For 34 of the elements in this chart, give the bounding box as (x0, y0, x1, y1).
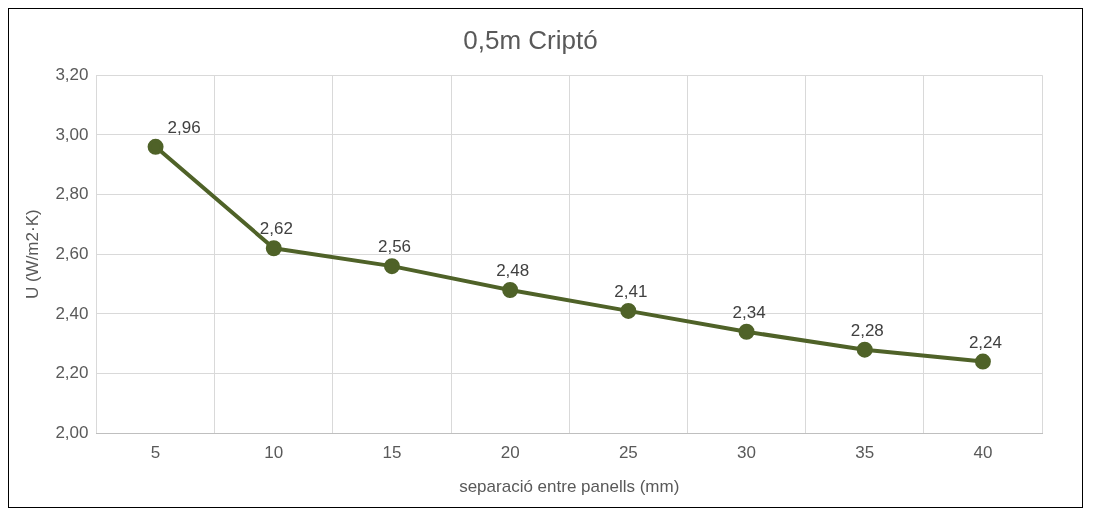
point (502, 282, 519, 298)
point (974, 353, 991, 370)
y-axis-title: U (W/m2·K) (22, 209, 42, 300)
data-label: 2,56 (377, 237, 412, 257)
point (620, 302, 637, 319)
point (856, 341, 873, 358)
x-tick-label: 10 (264, 443, 284, 463)
y-tick-label: 2,40 (55, 303, 89, 323)
data-label: 2,28 (850, 320, 884, 340)
point (147, 138, 164, 155)
y-tick-label: 3,20 (55, 64, 89, 84)
y-tick-label: 2,60 (55, 243, 89, 263)
point (383, 258, 400, 275)
data-label: 2,34 (732, 302, 766, 322)
data-label: 2,24 (968, 332, 1002, 352)
y-tick-label: 2,20 (55, 363, 89, 383)
y-tick-label: 2,00 (55, 422, 89, 442)
x-tick-label: 40 (973, 443, 993, 463)
x-axis-title: separació entre panells (mm) (459, 477, 680, 497)
x-tick-label: 30 (737, 443, 756, 463)
x-tick-label: 35 (855, 443, 875, 463)
x-tick-label: 20 (500, 443, 520, 463)
y-tick-label: 2,80 (55, 184, 89, 204)
point (265, 240, 282, 257)
x-tick-label: 25 (618, 443, 638, 463)
x-tick-label: 5 (150, 443, 161, 463)
y-tick-label: 3,00 (55, 124, 89, 144)
x-tick-label: 15 (382, 443, 402, 463)
data-label: 2,48 (496, 261, 530, 281)
data-label: 2,41 (614, 282, 648, 302)
chart-title: 0,5m Criptó (463, 24, 598, 55)
data-label: 2,62 (259, 219, 293, 239)
point (738, 323, 755, 340)
data-label: 2,96 (167, 117, 201, 137)
